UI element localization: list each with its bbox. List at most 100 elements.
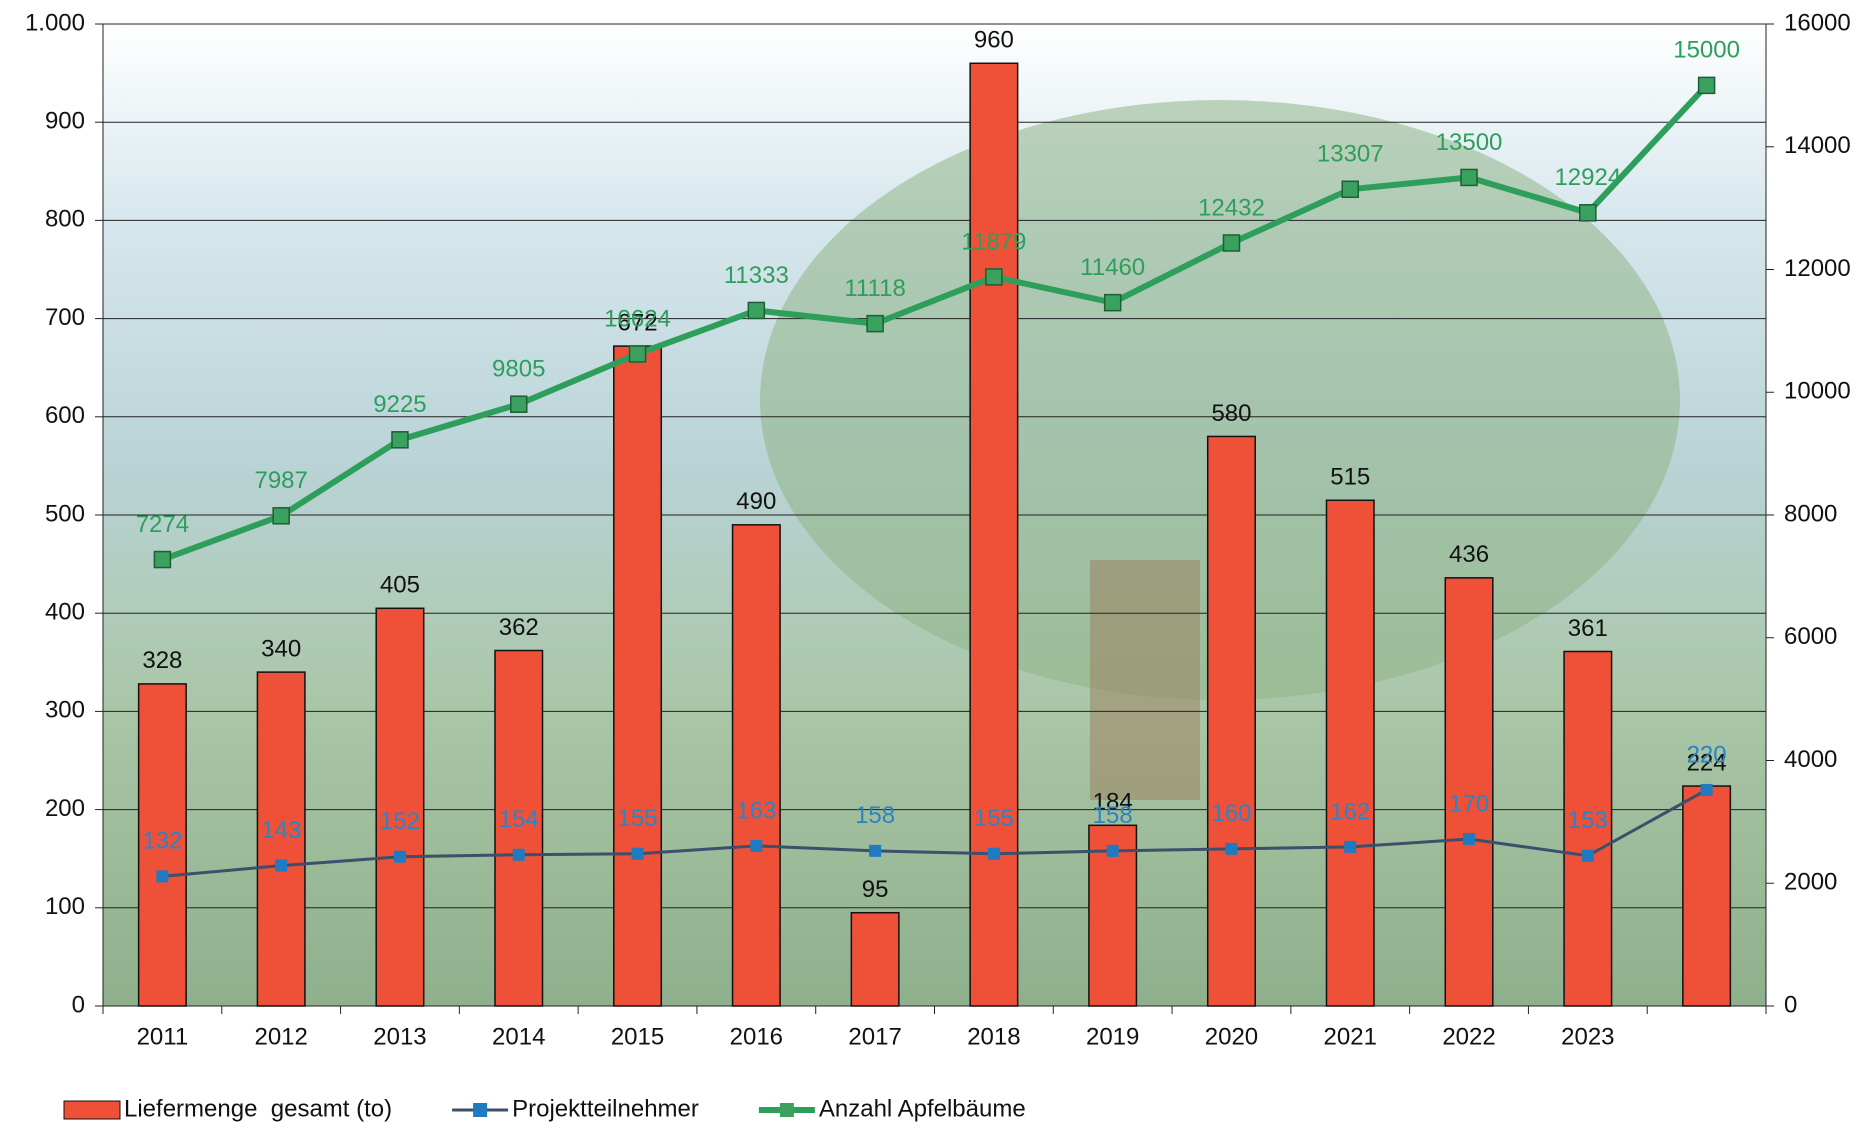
chart: 01002003004005006007008009001.0000200040… [0,0,1875,1128]
point-marker [630,346,646,362]
point-value-label: 158 [855,802,895,829]
point-marker [1223,235,1239,251]
y2-tick-label: 14000 [1784,132,1851,159]
bar-value-label: 95 [862,876,889,903]
bar-value-label: 361 [1568,615,1608,642]
point-marker [632,848,644,860]
point-value-label: 170 [1449,790,1489,817]
x-tick-label: 2013 [373,1023,426,1050]
point-marker [392,432,408,448]
y2-tick-label: 4000 [1784,746,1837,773]
bar-value-label: 515 [1330,464,1370,491]
legend-label: Liefermenge gesamt (to) [124,1095,392,1122]
point-value-label: 7987 [254,467,307,494]
legend-swatch [64,1101,120,1119]
point-value-label: 155 [974,805,1014,832]
y-tick-label: 500 [45,500,85,527]
bar-value-label: 960 [974,27,1014,54]
x-tick-label: 2011 [137,1023,189,1050]
x-tick-label: 2019 [1086,1023,1139,1050]
y-tick-label: 1.000 [25,9,85,36]
point-value-label: 10624 [604,305,671,332]
bar [1208,436,1256,1006]
point-value-label: 11333 [724,262,789,289]
y2-tick-label: 0 [1784,991,1797,1018]
x-tick-label: 2015 [611,1023,664,1050]
bar [733,525,781,1006]
point-value-label: 220 [1687,741,1727,768]
point-marker [1107,845,1119,857]
point-marker [1699,77,1715,93]
bar [970,63,1018,1006]
point-value-label: 12924 [1554,164,1621,191]
point-value-label: 9225 [373,391,426,418]
point-value-label: 163 [736,797,776,824]
y-tick-label: 900 [45,108,85,135]
point-value-label: 143 [261,817,301,844]
point-value-label: 11118 [844,275,905,302]
point-value-label: 13500 [1436,129,1503,156]
legend-marker [473,1103,487,1117]
y-tick-label: 800 [45,206,85,233]
x-tick-label: 2012 [254,1023,307,1050]
point-marker [1463,833,1475,845]
point-value-label: 13307 [1317,141,1384,168]
bar [851,913,899,1006]
x-tick-label: 2020 [1205,1023,1258,1050]
bar-value-label: 328 [142,647,182,674]
x-tick-label: 2021 [1324,1023,1377,1050]
point-value-label: 160 [1211,800,1251,827]
point-value-label: 132 [142,828,182,855]
x-tick-label: 2022 [1442,1023,1495,1050]
y-tick-label: 300 [45,697,85,724]
point-value-label: 15000 [1673,37,1740,64]
y2-tick-label: 12000 [1784,255,1851,282]
y2-tick-label: 2000 [1784,869,1837,896]
point-value-label: 155 [618,805,658,832]
point-marker [154,552,170,568]
bar-value-label: 436 [1449,541,1489,568]
x-tick-label: 2016 [730,1023,783,1050]
y2-tick-label: 16000 [1784,9,1851,36]
point-marker [1225,843,1237,855]
x-tick-label: 2018 [967,1023,1020,1050]
point-marker [1582,850,1594,862]
y-tick-label: 0 [72,991,85,1018]
bar [1683,786,1731,1006]
point-marker [394,851,406,863]
legend-marker [780,1103,794,1117]
point-marker [1461,169,1477,185]
point-marker [275,860,287,872]
point-value-label: 162 [1330,798,1370,825]
y2-tick-label: 8000 [1784,500,1837,527]
point-marker [1580,205,1596,221]
y-tick-label: 600 [45,402,85,429]
x-tick-label: 2014 [492,1023,545,1050]
y2-tick-label: 10000 [1784,378,1851,405]
point-marker [1105,295,1121,311]
y-tick-label: 400 [45,599,85,626]
point-marker [986,269,1002,285]
legend-label: Projektteilnehmer [512,1095,699,1122]
point-marker [1344,841,1356,853]
point-marker [750,840,762,852]
point-value-label: 9805 [492,356,545,383]
bar [1326,500,1374,1006]
legend-label: Anzahl Apfelbäume [819,1095,1026,1122]
bar-value-label: 340 [261,635,301,662]
bar-value-label: 405 [380,572,420,599]
bar-value-label: 362 [499,614,539,641]
point-value-label: 152 [380,808,420,835]
point-marker [156,870,168,882]
point-value-label: 7274 [136,511,189,538]
point-marker [1342,181,1358,197]
point-marker [513,849,525,861]
point-value-label: 154 [499,806,539,833]
x-tick-label: 2023 [1561,1023,1614,1050]
bar-value-label: 490 [736,488,776,515]
point-marker [988,848,1000,860]
x-tick-label: 2017 [848,1023,901,1050]
point-marker [869,845,881,857]
bar-value-label: 580 [1211,400,1251,427]
point-marker [273,508,289,524]
